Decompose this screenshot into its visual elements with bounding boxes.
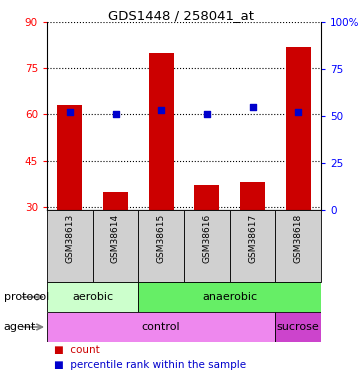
- Bar: [47, 282, 138, 312]
- Text: anaerobic: anaerobic: [202, 292, 257, 302]
- Bar: [57, 105, 82, 210]
- Bar: [275, 210, 321, 282]
- Text: GSM38617: GSM38617: [248, 214, 257, 263]
- Bar: [138, 210, 184, 282]
- Bar: [286, 46, 311, 210]
- Text: aerobic: aerobic: [72, 292, 113, 302]
- Bar: [149, 53, 174, 210]
- Bar: [230, 210, 275, 282]
- Point: [295, 109, 301, 115]
- Point: [67, 109, 73, 115]
- Text: GSM38616: GSM38616: [202, 214, 211, 263]
- Text: control: control: [142, 322, 180, 332]
- Bar: [240, 182, 265, 210]
- Text: ■  percentile rank within the sample: ■ percentile rank within the sample: [54, 360, 246, 370]
- Point: [249, 104, 255, 110]
- Bar: [93, 210, 138, 282]
- Text: GDS1448 / 258041_at: GDS1448 / 258041_at: [108, 9, 253, 22]
- Bar: [138, 282, 321, 312]
- Text: ■  count: ■ count: [54, 345, 100, 355]
- Bar: [47, 210, 93, 282]
- Point: [158, 107, 164, 113]
- Text: GSM38614: GSM38614: [111, 214, 120, 263]
- Bar: [103, 192, 128, 210]
- Text: agent: agent: [4, 322, 36, 332]
- Bar: [47, 312, 275, 342]
- Text: GSM38615: GSM38615: [157, 214, 166, 263]
- Text: sucrose: sucrose: [277, 322, 319, 332]
- Point: [204, 111, 210, 117]
- Bar: [184, 210, 230, 282]
- Text: protocol: protocol: [4, 292, 49, 302]
- Text: GSM38613: GSM38613: [65, 214, 74, 263]
- Bar: [275, 312, 321, 342]
- Bar: [194, 185, 219, 210]
- Point: [113, 111, 118, 117]
- Text: GSM38618: GSM38618: [293, 214, 303, 263]
